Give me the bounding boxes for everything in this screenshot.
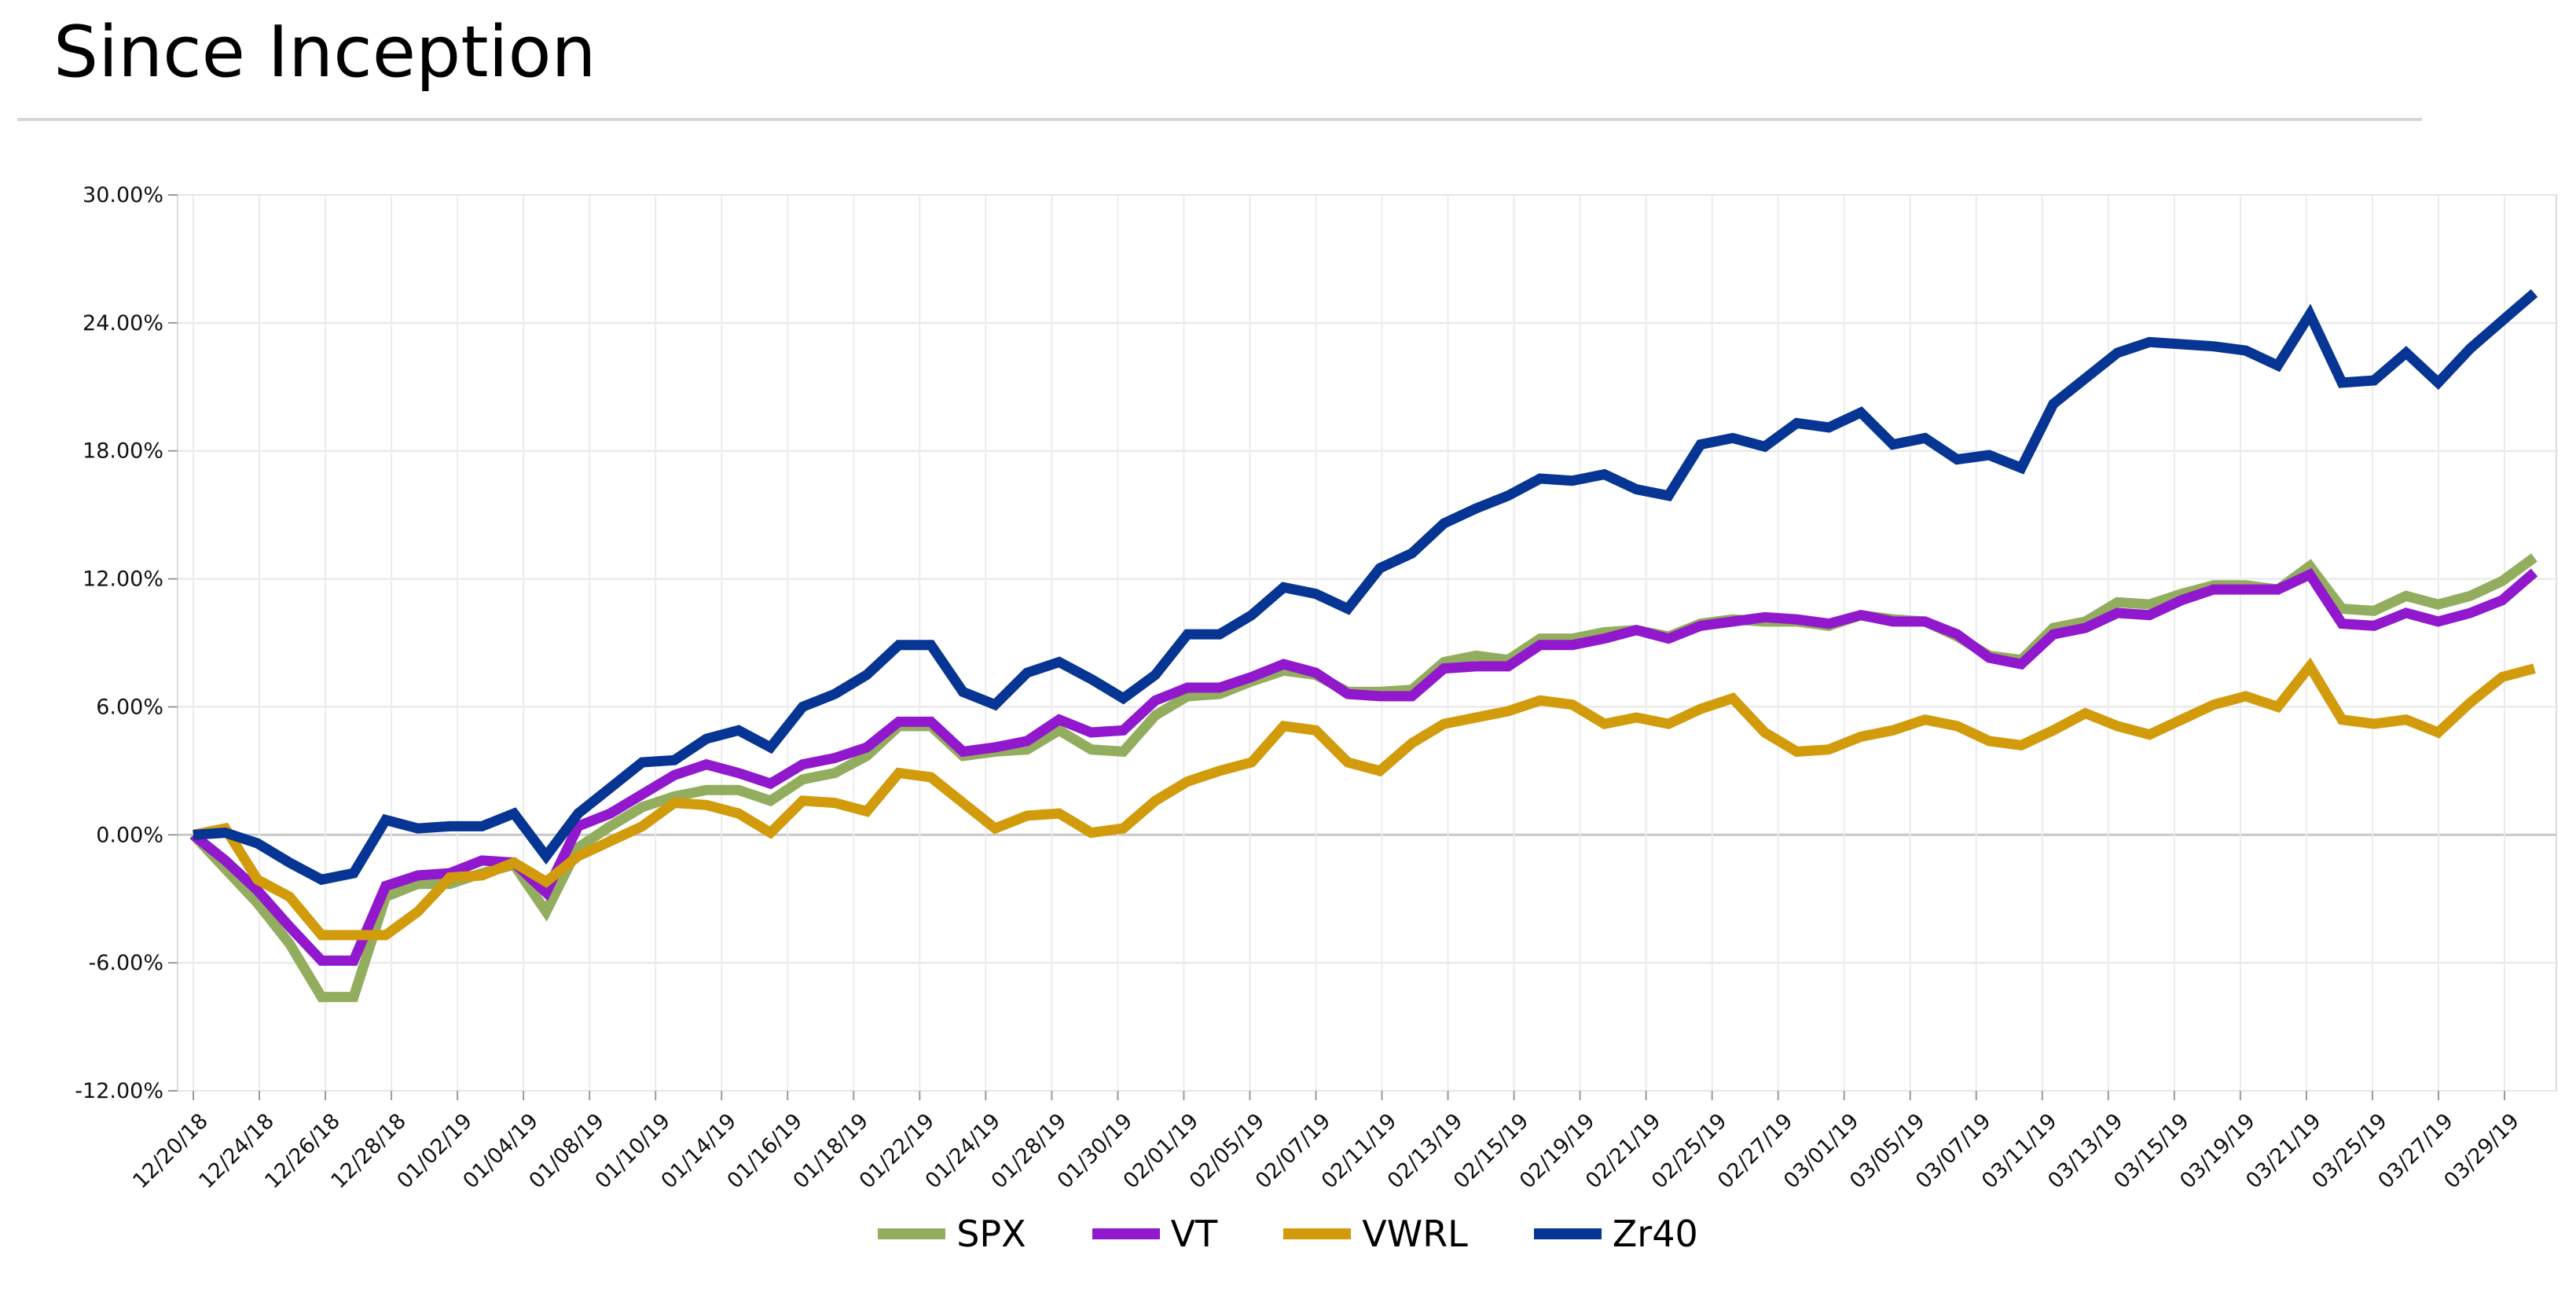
series-line-vt — [189, 567, 2538, 966]
legend-label: VWRL — [1362, 1213, 1468, 1255]
page-title: Since Inception — [53, 11, 596, 94]
series-line-spx — [189, 553, 2537, 1003]
legend-label: VT — [1170, 1213, 1218, 1255]
chart-gridlines — [177, 194, 2557, 1092]
y-tick-label: -6.00% — [88, 951, 163, 975]
y-tick-label: 18.00% — [83, 439, 163, 464]
chart-series — [189, 288, 2538, 1003]
legend-item-vt[interactable]: VT — [1092, 1213, 1218, 1255]
legend-item-spx[interactable]: SPX — [878, 1213, 1026, 1255]
title-divider — [17, 118, 2422, 121]
legend-item-zr40[interactable]: Zr40 — [1533, 1213, 1698, 1255]
y-tick-label: 30.00% — [83, 183, 163, 207]
legend-label: SPX — [956, 1213, 1026, 1255]
y-tick-label: -12.00% — [75, 1079, 163, 1103]
y-tick-label: 24.00% — [83, 311, 163, 336]
legend-swatch — [1283, 1228, 1352, 1239]
series-line-vwrl — [192, 657, 2536, 941]
y-tick-label: 12.00% — [83, 567, 163, 592]
y-tick-label: 0.00% — [96, 823, 163, 847]
legend-swatch — [1092, 1228, 1160, 1239]
legend-swatch — [1533, 1228, 1602, 1239]
y-tick-label: 6.00% — [96, 695, 163, 719]
legend-item-vwrl[interactable]: VWRL — [1283, 1213, 1468, 1255]
chart-legend: SPX VT VWRL Zr40 — [0, 1206, 2576, 1261]
x-axis-ticks: 12/20/1812/24/1812/26/1812/28/1801/02/19… — [128, 1091, 2524, 1194]
series-line-zr40 — [193, 288, 2538, 886]
legend-swatch — [878, 1228, 946, 1239]
y-axis-ticks: 30.00% 24.00% 18.00% 12.00% 6.00% 0.00% -6.00%… — [75, 183, 178, 1103]
legend-label: Zr40 — [1612, 1213, 1698, 1255]
plot-area-border — [177, 194, 2557, 1092]
